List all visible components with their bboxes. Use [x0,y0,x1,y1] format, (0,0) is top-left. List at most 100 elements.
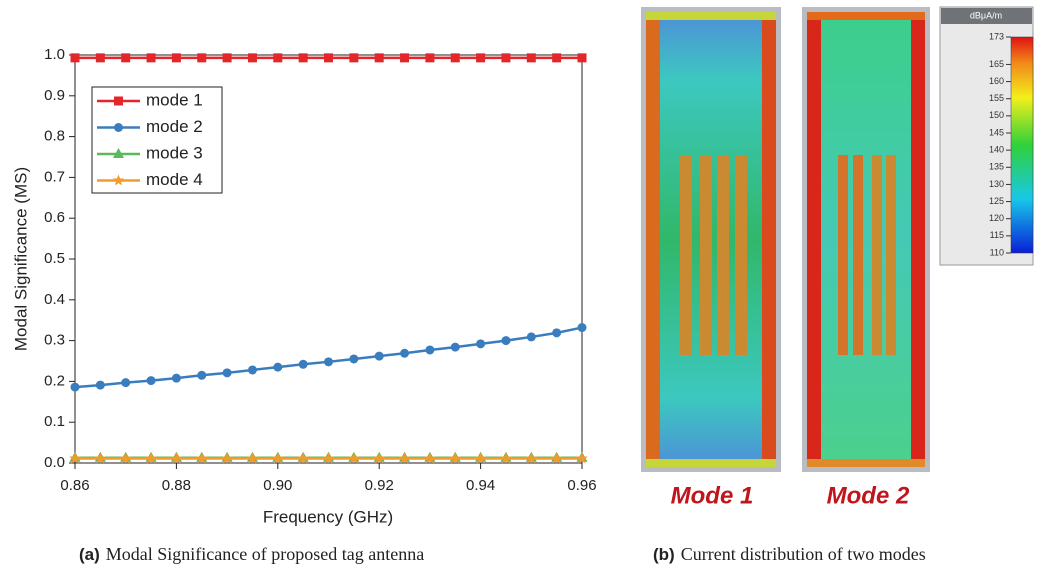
edge-current [646,12,660,467]
y-tick-label: 0.4 [44,291,65,308]
y-tick-label: 1.0 [44,46,65,63]
slot-current [717,155,729,355]
mode-1-image [641,7,781,472]
marker [500,453,511,464]
marker [221,453,232,464]
colorbar [1011,37,1033,253]
marker [475,453,486,464]
colorbar-tick-label: 115 [990,230,1004,240]
caption: (b) Current distribution of two modes [653,544,926,564]
marker [171,453,182,464]
y-tick-label: 0.3 [44,332,65,349]
marker [424,453,435,464]
colorbar-tick-label: 160 [989,76,1004,86]
x-tick-label: 0.94 [466,477,495,494]
figure: Frequency (GHz) Modal Significance (MS) … [0,0,1051,576]
edge-current [807,459,925,467]
marker [223,53,232,62]
colorbar-tick-label: 135 [989,162,1004,172]
x-tick-label: 0.96 [567,477,596,494]
marker [172,374,181,383]
marker [451,53,460,62]
colorbar-tick-label: 173 [989,31,1004,41]
legend-label: mode 2 [146,117,203,136]
x-tick-label: 0.88 [162,477,191,494]
marker [145,453,156,464]
marker [299,53,308,62]
y-tick-label: 0.0 [44,454,65,471]
x-tick-label: 0.90 [263,477,292,494]
y-tick-label: 0.8 [44,128,65,145]
caption: (a) Modal Significance of proposed tag an… [79,544,424,564]
marker [425,345,434,354]
marker [324,53,333,62]
caption-label: (a) [79,545,100,564]
marker [95,453,106,464]
marker [323,453,334,464]
marker [297,453,308,464]
slot-current [838,155,848,355]
legend-label: mode 3 [146,143,203,162]
marker [375,352,384,361]
marker [247,453,258,464]
colorbar-tick-label: 145 [989,127,1004,137]
marker [147,376,156,385]
y-tick-label: 0.5 [44,250,65,267]
mode-2-image [802,7,930,472]
marker [578,53,587,62]
edge-current [762,12,776,467]
marker [501,53,510,62]
marker [273,363,282,372]
marker [451,343,460,352]
marker [399,453,410,464]
marker [121,378,130,387]
marker [114,123,123,132]
y-tick-label: 0.6 [44,209,65,226]
marker [248,365,257,374]
slot-current [872,155,882,355]
x-tick-label: 0.86 [60,477,89,494]
slot-current [886,155,896,355]
marker [272,453,283,464]
colorbar-tick-label: 140 [989,145,1004,155]
legend-label: mode 1 [146,90,203,109]
marker [400,349,409,358]
marker [120,453,131,464]
edge-current [646,12,776,20]
slot-current [853,155,863,355]
marker [551,453,562,464]
marker [400,53,409,62]
marker [373,453,384,464]
marker [552,328,561,337]
slot-current [700,155,712,355]
marker [527,332,536,341]
slot-current [680,155,692,355]
colorbar-tick-label: 120 [989,213,1004,223]
caption-label: (b) [653,545,675,564]
y-axis-label: Modal Significance (MS) [11,167,30,351]
marker [197,371,206,380]
marker [248,53,257,62]
marker [114,97,123,106]
colorbar-tick-label: 155 [989,93,1004,103]
marker [476,53,485,62]
colorbar-unit: dBμA/m [970,10,1002,20]
marker [527,53,536,62]
marker [147,53,156,62]
marker [96,381,105,390]
marker [526,453,537,464]
marker [501,336,510,345]
marker [223,368,232,377]
y-tick-label: 0.9 [44,87,65,104]
colorbar-tick-label: 125 [989,196,1004,206]
x-tick-label: 0.92 [365,477,394,494]
mode-label: Mode 2 [827,482,910,509]
colorbar-tick-label: 165 [989,59,1004,69]
y-tick-label: 0.2 [44,372,65,389]
caption-text: Modal Significance of proposed tag anten… [106,544,424,564]
marker [324,357,333,366]
edge-current [807,12,821,467]
caption-text: Current distribution of two modes [681,544,926,564]
marker [349,53,358,62]
marker [197,53,206,62]
